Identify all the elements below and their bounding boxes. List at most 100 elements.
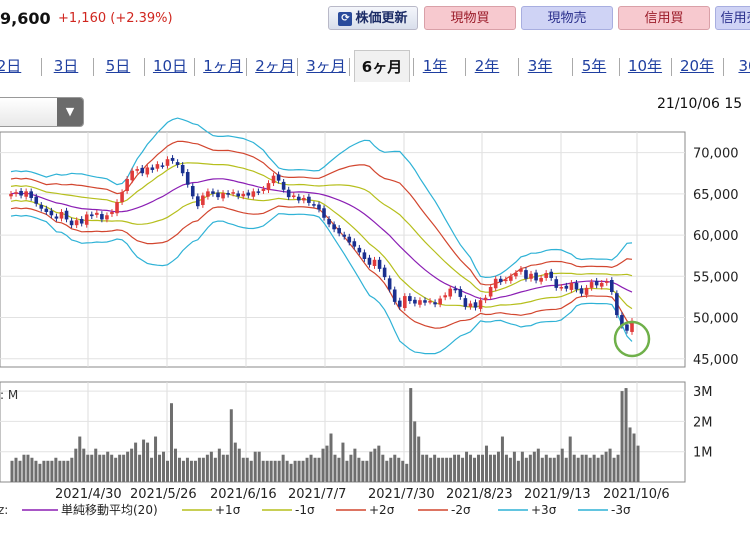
cash-sell-button[interactable]: 現物売 [521,6,613,30]
refresh-price-button[interactable]: ⟳ 株価更新 [328,6,418,30]
period-tab[interactable]: 5年 [581,57,607,75]
volume-bars [10,388,640,482]
candlestick [221,193,225,199]
volume-bar [389,457,393,482]
candlestick [463,298,468,307]
volume-bar [209,451,213,482]
volume-bar [281,454,285,482]
volume-bar [273,460,277,482]
volume-bar [584,454,588,482]
period-tab[interactable]: 10日 [152,57,188,75]
volume-bar [217,448,221,482]
period-tab[interactable]: 2ヶ月 [255,57,295,75]
candlestick [574,282,579,290]
margin-sell-button[interactable]: 信用売 [715,6,750,30]
quote-header: 9,600 +1,160 (+2.39%) ⟳ 株価更新 現物買 現物売 信用買 … [0,0,750,38]
period-tab[interactable]: 10年 [627,57,663,75]
volume-bar [38,463,42,482]
volume-bar [150,457,154,482]
period-tab[interactable]: 30 [738,57,750,75]
date-tick-label: 2021/6/16 [210,487,277,502]
legend-label: 単純移動平均(20) [61,503,158,517]
band-plus2 [10,140,633,286]
period-tab[interactable]: 6ヶ月 [354,50,410,82]
volume-bar [604,451,608,482]
volume-bar [377,445,381,482]
volume-bar [417,436,421,482]
candlestick [625,324,629,331]
volume-bar [321,448,325,482]
period-tab[interactable]: 1年 [422,57,448,75]
volume-bar [488,454,492,482]
period-tab[interactable]: 2年 [474,57,500,75]
band-minus3 [10,213,633,355]
volume-bar [309,454,313,482]
band-plus3 [10,117,633,279]
candlestick [403,296,407,309]
volume-bar [66,460,70,482]
volume-bar [349,454,353,482]
volume-bar [197,457,201,482]
legend-label: +3σ [531,503,557,517]
candlestick [397,300,402,307]
period-tab[interactable]: 20年 [679,57,715,75]
candlestick [493,278,498,289]
volume-bar [508,457,512,482]
candlestick [296,196,301,201]
candlestick [337,228,341,234]
candlestick [387,278,392,290]
candlestick [95,212,99,215]
period-tab[interactable]: 3年 [527,57,553,75]
period-tab[interactable]: 3日 [53,57,79,75]
chart-timestamp: 21/10/06 15 [657,96,743,112]
volume-bar [365,460,369,482]
band-minus1 [10,192,633,310]
volume-bar [353,448,357,482]
candlestick [377,259,382,269]
margin-buy-button[interactable]: 信用買 [618,6,710,30]
indicator-select[interactable]: ▼ [0,97,84,127]
volume-bar [142,439,146,482]
volume-bar [122,454,126,482]
price-tick-label: 65,000 [693,188,739,203]
period-tab[interactable]: 2日 [0,57,22,75]
candlestick [180,164,185,174]
candlestick [428,301,432,303]
volume-bar [317,457,321,482]
candlestick [100,214,104,220]
volume-bar [397,457,401,482]
volume-bar [189,460,193,482]
period-tab[interactable]: 1ヶ月 [203,57,243,75]
candlestick [44,208,49,212]
volume-bar [480,454,484,482]
candlestick [216,192,220,198]
volume-bar [421,454,425,482]
cash-buy-button[interactable]: 現物買 [424,6,516,30]
volume-bar [229,409,233,482]
volume-bar [42,460,46,482]
candlestick [135,169,140,171]
candlestick [165,159,170,166]
date-tick-label: 2021/7/30 [368,487,435,502]
candlestick [120,192,124,203]
volume-bar [201,457,205,482]
volume-bar [277,460,281,482]
period-separator [671,58,672,76]
candlestick [256,191,261,193]
candlestick [392,289,397,302]
volume-bar [437,457,441,482]
candlestick [29,191,33,198]
period-tab[interactable]: 3ヶ月 [306,57,346,75]
volume-bar [102,454,106,482]
band-plus1 [10,162,633,293]
candlestick [307,196,311,203]
volume-bar [241,457,245,482]
candlestick [322,208,326,218]
volume-bar [329,433,333,482]
volume-bar [285,460,289,482]
volume-bar [22,454,26,482]
period-tab[interactable]: 5日 [105,57,131,75]
candlestick [584,287,589,295]
candlestick [69,220,74,226]
candlestick [514,273,518,277]
